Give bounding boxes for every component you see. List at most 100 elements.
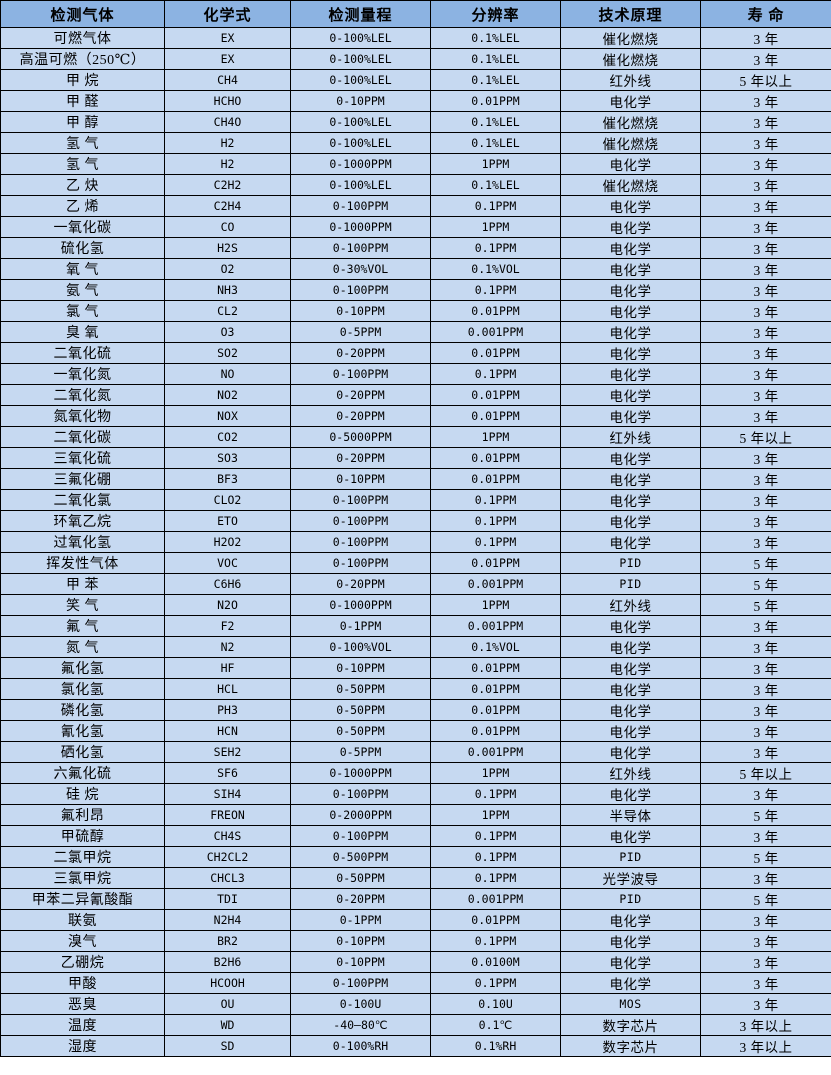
- cell-name: 笑 气: [0, 594, 165, 616]
- cell-res: 0.1%LEL: [430, 69, 561, 91]
- table-row: 一氧化碳 CO 0-1000PPM 1PPM 电化学 3 年: [0, 216, 831, 238]
- cell-range: 0-100%VOL: [290, 636, 431, 658]
- cell-range: 0-20PPM: [290, 447, 431, 469]
- cell-tech: 电化学: [560, 363, 701, 385]
- cell-life: 3 年: [700, 342, 831, 364]
- table-row: 氟利昂 FREON 0-2000PPM 1PPM 半导体 5 年: [0, 804, 831, 826]
- cell-name: 氮氧化物: [0, 405, 165, 427]
- cell-tech: 电化学: [560, 216, 701, 238]
- cell-tech: 电化学: [560, 300, 701, 322]
- cell-range: 0-50PPM: [290, 867, 431, 889]
- cell-formula: H2: [164, 132, 291, 154]
- table-row: 二氧化氮 NO2 0-20PPM 0.01PPM 电化学 3 年: [0, 384, 831, 406]
- cell-formula: SEH2: [164, 741, 291, 763]
- cell-formula: F2: [164, 615, 291, 637]
- cell-tech: 电化学: [560, 384, 701, 406]
- cell-range: 0-20PPM: [290, 342, 431, 364]
- cell-life: 3 年: [700, 27, 831, 49]
- table-row: 笑 气 N2O 0-1000PPM 1PPM 红外线 5 年: [0, 594, 831, 616]
- cell-formula: PH3: [164, 699, 291, 721]
- cell-name: 二氧化碳: [0, 426, 165, 448]
- cell-range: 0-100PPM: [290, 510, 431, 532]
- table-body: 可燃气体 EX 0-100%LEL 0.1%LEL 催化燃烧 3 年高温可燃（250℃） E…: [0, 27, 831, 1057]
- cell-formula: C2H2: [164, 174, 291, 196]
- cell-tech: 电化学: [560, 489, 701, 511]
- table-row: 甲 烷 CH4 0-100%LEL 0.1%LEL 红外线 5 年以上: [0, 69, 831, 91]
- table-row: 挥发性气体 VOC 0-100PPM 0.01PPM PID 5 年: [0, 552, 831, 574]
- cell-name: 过氧化氢: [0, 531, 165, 553]
- cell-tech: 电化学: [560, 153, 701, 175]
- table-row: 恶臭 OU 0-100U 0.10U MOS 3 年: [0, 993, 831, 1015]
- table-row: 三氧化硫 SO3 0-20PPM 0.01PPM 电化学 3 年: [0, 447, 831, 469]
- cell-tech: PID: [560, 846, 701, 868]
- table-row: 氯 气 CL2 0-10PPM 0.01PPM 电化学 3 年: [0, 300, 831, 322]
- cell-res: 0.001PPM: [430, 615, 561, 637]
- cell-life: 3 年: [700, 636, 831, 658]
- cell-res: 0.1%LEL: [430, 111, 561, 133]
- cell-range: 0-1PPM: [290, 615, 431, 637]
- cell-name: 六氟化硫: [0, 762, 165, 784]
- cell-formula: ETO: [164, 510, 291, 532]
- cell-life: 3 年以上: [700, 1035, 831, 1057]
- cell-tech: 电化学: [560, 321, 701, 343]
- cell-res: 0.1PPM: [430, 783, 561, 805]
- cell-res: 0.1%VOL: [430, 636, 561, 658]
- cell-tech: 电化学: [560, 195, 701, 217]
- cell-tech: 电化学: [560, 279, 701, 301]
- cell-name: 氟化氢: [0, 657, 165, 679]
- cell-tech: 催化燃烧: [560, 132, 701, 154]
- cell-tech: 红外线: [560, 426, 701, 448]
- cell-tech: 电化学: [560, 699, 701, 721]
- cell-tech: 电化学: [560, 258, 701, 280]
- cell-res: 0.0100M: [430, 951, 561, 973]
- cell-formula: HCHO: [164, 90, 291, 112]
- cell-life: 3 年: [700, 510, 831, 532]
- cell-formula: N2O: [164, 594, 291, 616]
- cell-formula: CHCL3: [164, 867, 291, 889]
- cell-tech: 电化学: [560, 531, 701, 553]
- cell-res: 0.01PPM: [430, 468, 561, 490]
- cell-life: 3 年: [700, 699, 831, 721]
- cell-tech: 催化燃烧: [560, 48, 701, 70]
- cell-life: 3 年: [700, 384, 831, 406]
- cell-range: 0-10PPM: [290, 951, 431, 973]
- cell-formula: O2: [164, 258, 291, 280]
- cell-res: 0.1%LEL: [430, 27, 561, 49]
- table-row: 湿度 SD 0-100%RH 0.1%RH 数字芯片 3 年以上: [0, 1035, 831, 1057]
- cell-name: 二氧化氯: [0, 489, 165, 511]
- table-row: 六氟化硫 SF6 0-1000PPM 1PPM 红外线 5 年以上: [0, 762, 831, 784]
- cell-life: 3 年: [700, 825, 831, 847]
- table-row: 温度 WD -40—80℃ 0.1℃ 数字芯片 3 年以上: [0, 1014, 831, 1036]
- table-row: 一氧化氮 NO 0-100PPM 0.1PPM 电化学 3 年: [0, 363, 831, 385]
- cell-range: 0-100%LEL: [290, 27, 431, 49]
- cell-range: 0-1PPM: [290, 909, 431, 931]
- cell-formula: C2H4: [164, 195, 291, 217]
- cell-formula: SO2: [164, 342, 291, 364]
- cell-tech: 电化学: [560, 657, 701, 679]
- cell-formula: CH4S: [164, 825, 291, 847]
- cell-formula: SF6: [164, 762, 291, 784]
- cell-name: 一氧化氮: [0, 363, 165, 385]
- cell-life: 3 年: [700, 741, 831, 763]
- cell-life: 3 年: [700, 111, 831, 133]
- cell-range: 0-100PPM: [290, 195, 431, 217]
- cell-formula: NO: [164, 363, 291, 385]
- cell-range: 0-100%RH: [290, 1035, 431, 1057]
- cell-range: 0-10PPM: [290, 300, 431, 322]
- cell-tech: 红外线: [560, 594, 701, 616]
- table-row: 氮 气 N2 0-100%VOL 0.1%VOL 电化学 3 年: [0, 636, 831, 658]
- cell-tech: 电化学: [560, 237, 701, 259]
- cell-range: 0-500PPM: [290, 846, 431, 868]
- cell-res: 0.1PPM: [430, 846, 561, 868]
- table-row: 硒化氢 SEH2 0-5PPM 0.001PPM 电化学 3 年: [0, 741, 831, 763]
- cell-formula: CH2CL2: [164, 846, 291, 868]
- cell-tech: 光学波导: [560, 867, 701, 889]
- header-cell-gas-name: 检测气体: [0, 0, 165, 28]
- cell-res: 0.1PPM: [430, 237, 561, 259]
- cell-name: 氯 气: [0, 300, 165, 322]
- cell-res: 0.01PPM: [430, 405, 561, 427]
- table-row: 氢 气 H2 0-100%LEL 0.1%LEL 催化燃烧 3 年: [0, 132, 831, 154]
- cell-name: 挥发性气体: [0, 552, 165, 574]
- header-cell-chemical-formula: 化学式: [164, 0, 291, 28]
